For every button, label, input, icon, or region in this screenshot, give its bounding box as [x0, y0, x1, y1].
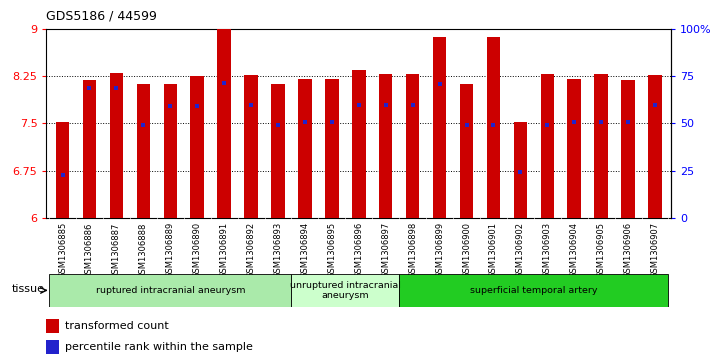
Text: GDS5186 / 44599: GDS5186 / 44599	[46, 9, 157, 22]
Text: GSM1306886: GSM1306886	[85, 222, 94, 278]
Bar	[83, 80, 96, 218]
Text: GSM1306891: GSM1306891	[220, 222, 228, 278]
Bar	[406, 74, 419, 218]
Bar	[433, 37, 446, 218]
Text: percentile rank within the sample: percentile rank within the sample	[65, 342, 253, 352]
Text: unruptured intracranial
aneurysm: unruptured intracranial aneurysm	[290, 281, 401, 300]
Bar	[648, 75, 662, 218]
Bar	[298, 79, 311, 218]
Bar	[513, 122, 527, 218]
Text: transformed count: transformed count	[65, 321, 169, 331]
Text: ruptured intracranial aneurysm: ruptured intracranial aneurysm	[96, 286, 245, 295]
Text: GSM1306892: GSM1306892	[246, 222, 256, 278]
Bar	[595, 74, 608, 218]
Bar	[291, 274, 399, 307]
Bar	[487, 37, 501, 218]
Bar	[46, 340, 59, 354]
Text: GSM1306887: GSM1306887	[112, 222, 121, 278]
Bar	[191, 76, 204, 218]
Text: GSM1306907: GSM1306907	[650, 222, 660, 278]
Bar	[244, 75, 258, 218]
Bar	[110, 73, 123, 218]
Bar	[271, 85, 285, 218]
Text: GSM1306890: GSM1306890	[193, 222, 202, 278]
Bar	[136, 85, 150, 218]
Bar	[399, 274, 668, 307]
Bar	[217, 29, 231, 218]
Text: GSM1306903: GSM1306903	[543, 222, 552, 278]
Bar	[46, 319, 59, 333]
Bar	[621, 80, 635, 218]
Bar	[379, 74, 393, 218]
Text: GSM1306899: GSM1306899	[435, 222, 444, 278]
Text: tissue: tissue	[12, 284, 45, 294]
Text: superficial temporal artery: superficial temporal artery	[470, 286, 598, 295]
Text: GSM1306904: GSM1306904	[570, 222, 579, 278]
Text: GSM1306900: GSM1306900	[462, 222, 471, 278]
Text: GSM1306885: GSM1306885	[58, 222, 67, 278]
Text: GSM1306898: GSM1306898	[408, 222, 417, 278]
Text: GSM1306906: GSM1306906	[623, 222, 633, 278]
Text: GSM1306893: GSM1306893	[273, 222, 283, 278]
Text: GSM1306889: GSM1306889	[166, 222, 175, 278]
Bar	[568, 79, 581, 218]
Text: GSM1306896: GSM1306896	[354, 222, 363, 278]
Bar	[460, 85, 473, 218]
Text: GSM1306902: GSM1306902	[516, 222, 525, 278]
Text: GSM1306894: GSM1306894	[301, 222, 309, 278]
Bar	[325, 79, 338, 218]
Text: GSM1306905: GSM1306905	[597, 222, 605, 278]
Bar	[56, 122, 69, 218]
Bar	[540, 74, 554, 218]
Text: GSM1306888: GSM1306888	[139, 222, 148, 278]
Text: GSM1306901: GSM1306901	[489, 222, 498, 278]
Text: GSM1306895: GSM1306895	[327, 222, 336, 278]
Bar	[164, 85, 177, 218]
Text: GSM1306897: GSM1306897	[381, 222, 391, 278]
Bar	[49, 274, 291, 307]
Bar	[352, 70, 366, 218]
